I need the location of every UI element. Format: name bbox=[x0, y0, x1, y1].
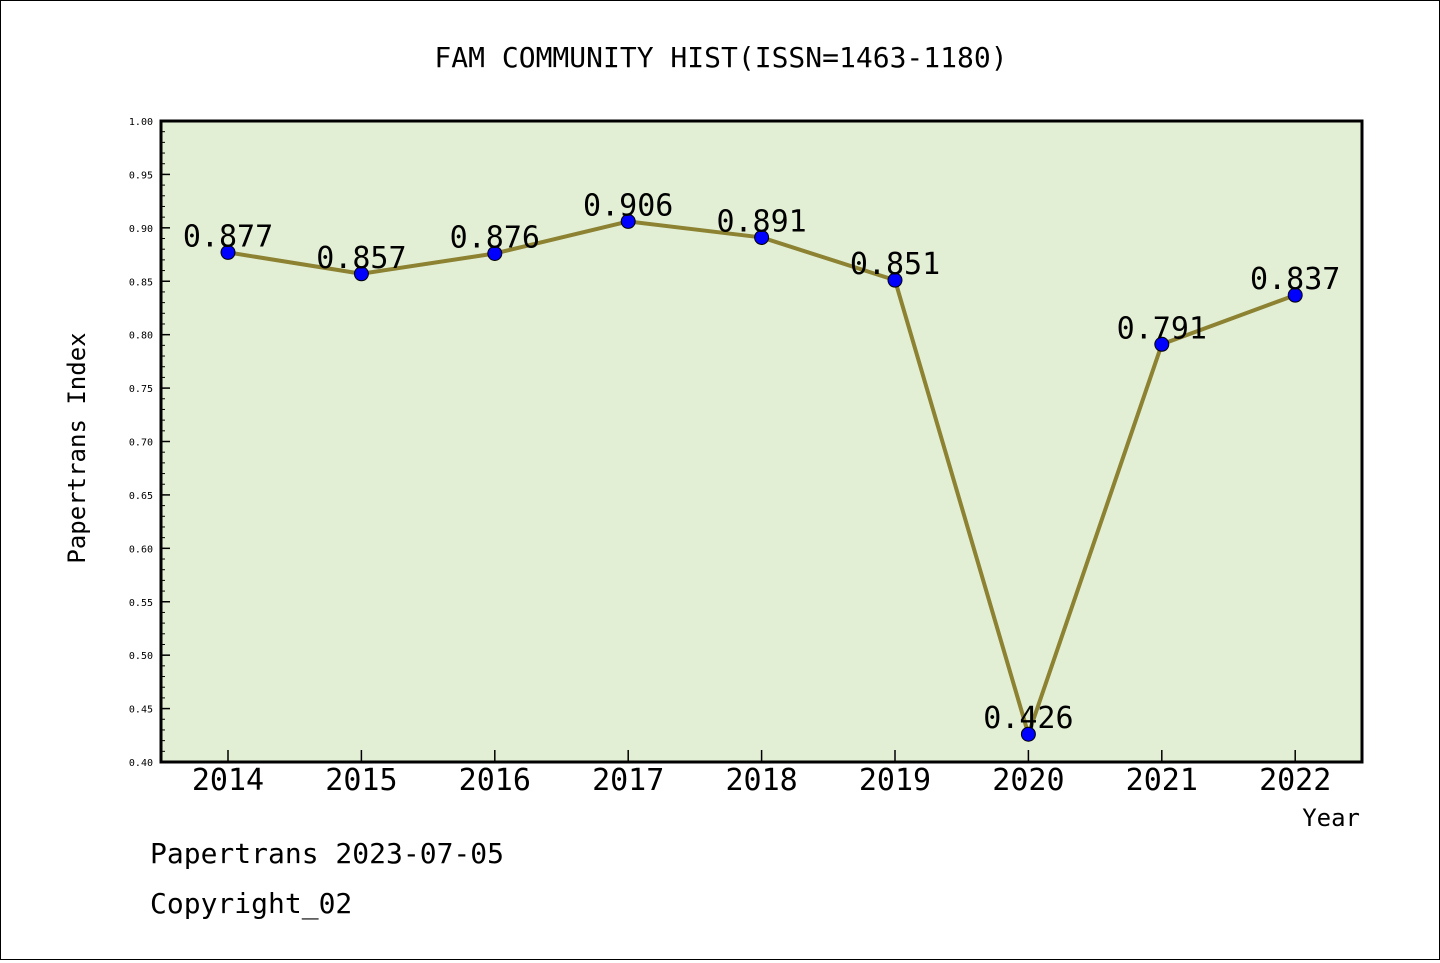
y-tick-label: 0.75 bbox=[129, 384, 153, 395]
y-tick-label: 0.60 bbox=[129, 544, 153, 555]
footer-date-text: Papertrans 2023-07-05 bbox=[150, 837, 505, 870]
data-label: 0.837 bbox=[1250, 262, 1340, 297]
footer-copyright-text: Copyright_02 bbox=[150, 887, 353, 920]
y-tick-label: 1.00 bbox=[129, 117, 153, 128]
x-tick-label: 2015 bbox=[325, 763, 397, 798]
x-tick-label: 2022 bbox=[1259, 763, 1331, 798]
data-point bbox=[754, 229, 770, 245]
chart-title: FAM COMMUNITY HIST(ISSN=1463-1180) bbox=[434, 41, 1007, 74]
x-tick-label: 2020 bbox=[992, 763, 1064, 798]
data-point bbox=[1020, 726, 1036, 742]
series-line-group: 0.877 0.857 0.876 0.906 0.891 0.851 0.426 0.791… bbox=[183, 188, 1340, 742]
data-point bbox=[1287, 287, 1303, 303]
data-label: 0.906 bbox=[583, 188, 673, 223]
y-tick-label: 0.85 bbox=[129, 277, 153, 288]
data-label: 0.876 bbox=[450, 220, 540, 255]
y-tick-label: 0.40 bbox=[129, 758, 153, 769]
y-tick-label: 0.55 bbox=[129, 598, 153, 609]
x-tick-label: 2016 bbox=[459, 763, 531, 798]
y-tick-label: 0.50 bbox=[129, 651, 153, 662]
x-axis: 2014 2015 2016 2017 2018 2019 2020 2021 2022 bbox=[192, 750, 1331, 798]
data-point bbox=[1154, 336, 1170, 352]
y-tick-label: 0.90 bbox=[129, 224, 153, 235]
data-label: 0.857 bbox=[316, 241, 406, 276]
y-tick-label: 0.70 bbox=[129, 438, 153, 449]
data-point bbox=[887, 272, 903, 288]
y-tick-label: 0.80 bbox=[129, 331, 153, 342]
x-tick-label: 2019 bbox=[859, 763, 931, 798]
x-tick-label: 2021 bbox=[1126, 763, 1198, 798]
data-point bbox=[220, 244, 236, 260]
y-tick-label: 0.45 bbox=[129, 705, 153, 716]
data-label: 0.851 bbox=[850, 247, 940, 282]
data-point bbox=[487, 245, 503, 261]
data-point bbox=[620, 213, 636, 229]
plot-area bbox=[159, 119, 1364, 764]
x-axis-label: Year bbox=[1302, 804, 1360, 832]
data-label: 0.791 bbox=[1117, 311, 1207, 346]
y-tick-label: 0.65 bbox=[129, 491, 153, 502]
y-axis: 0.40 0.45 0.50 0.55 0.60 0.65 0.70 0.75 0.80 0.85… bbox=[129, 117, 170, 769]
x-tick-label: 2017 bbox=[592, 763, 664, 798]
data-point bbox=[353, 266, 369, 282]
y-tick-label: 0.95 bbox=[129, 170, 153, 181]
x-tick-label: 2018 bbox=[725, 763, 797, 798]
data-label: 0.426 bbox=[983, 701, 1073, 736]
data-label: 0.877 bbox=[183, 219, 273, 254]
y-axis-label: Papertrans Index bbox=[63, 332, 91, 563]
data-label: 0.891 bbox=[716, 204, 806, 239]
x-tick-label: 2014 bbox=[192, 763, 264, 798]
